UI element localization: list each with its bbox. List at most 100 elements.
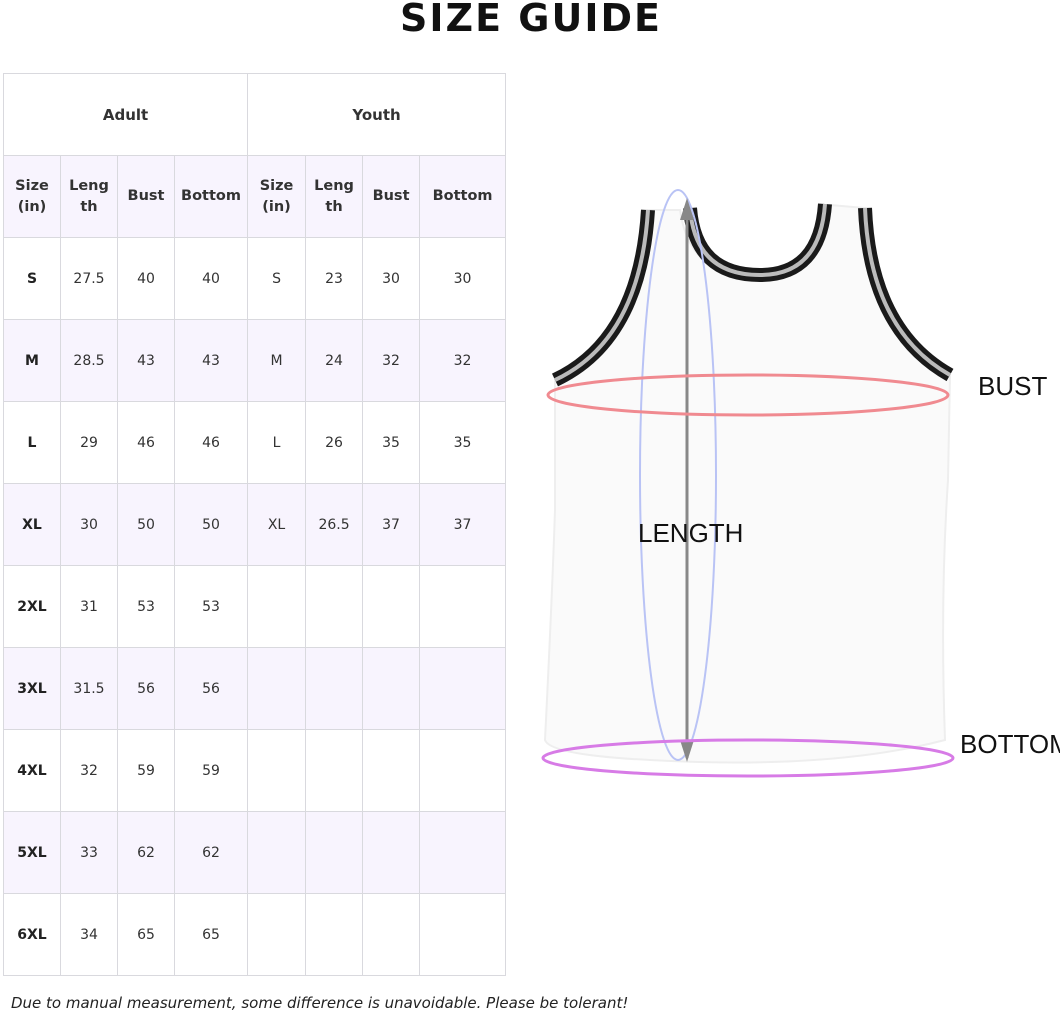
length-arc xyxy=(639,189,717,761)
table-cell xyxy=(362,729,421,812)
table-cell xyxy=(305,565,364,648)
table-cell xyxy=(419,647,507,730)
jersey-illustration xyxy=(543,203,954,764)
table-cell xyxy=(305,647,364,730)
table-cell: 29 xyxy=(60,401,118,484)
table-row: 5XL 33 62 62 xyxy=(3,811,507,894)
table-row: XL 30 50 50 XL 26.5 37 37 xyxy=(3,483,507,566)
table-cell xyxy=(305,811,364,894)
table-cell: 33 xyxy=(60,811,118,894)
table-cell: XL xyxy=(247,483,307,566)
table-cell xyxy=(305,729,364,812)
table-cell: 43 xyxy=(173,319,249,402)
table-cell: 46 xyxy=(173,401,249,484)
table-cell: 28.5 xyxy=(60,319,118,402)
table-cell: 24 xyxy=(305,319,364,402)
table-cell: S xyxy=(3,237,61,320)
table-cell: 32 xyxy=(362,319,421,402)
table-cell: 53 xyxy=(173,565,249,648)
table-cell: M xyxy=(3,319,61,402)
table-cell: 30 xyxy=(362,237,421,320)
column-header: Bottom xyxy=(419,155,507,238)
group-adult: Adult xyxy=(2,73,249,156)
table-cell: 31.5 xyxy=(60,647,118,730)
table-cell: 59 xyxy=(173,729,249,812)
length-label: LENGTH xyxy=(638,518,743,548)
table-cell: 43 xyxy=(117,319,175,402)
table-cell: 40 xyxy=(173,237,249,320)
group-youth: Youth xyxy=(247,73,507,156)
column-header-row: Size (in) Leng th Bust Bottom Size (in) Leng th Bu… xyxy=(3,155,507,238)
table-cell xyxy=(419,729,507,812)
column-header: Bottom xyxy=(173,155,249,238)
table-cell: 65 xyxy=(117,893,175,976)
bottom-label: BOTTOM xyxy=(960,729,1060,759)
table-cell xyxy=(247,729,307,812)
table-cell: S xyxy=(247,237,307,320)
table-row: M 28.5 43 43 M 24 32 32 xyxy=(3,319,507,402)
table-cell: 62 xyxy=(117,811,175,894)
table-cell: L xyxy=(3,401,61,484)
table-cell xyxy=(419,565,507,648)
table-cell: 50 xyxy=(173,483,249,566)
table-cell: 35 xyxy=(362,401,421,484)
column-header: Bust xyxy=(117,155,175,238)
table-cell xyxy=(362,893,421,976)
table-cell: 35 xyxy=(419,401,507,484)
column-header: Size (in) xyxy=(3,155,61,238)
table-cell: 31 xyxy=(60,565,118,648)
jersey-diagram: BUST LENGTH BOTTOM xyxy=(541,189,1060,778)
table-cell: 56 xyxy=(117,647,175,730)
table-cell: 27.5 xyxy=(60,237,118,320)
table-cell: 26.5 xyxy=(305,483,364,566)
table-cell: 37 xyxy=(362,483,421,566)
column-header: Leng th xyxy=(305,155,364,238)
table-cell: M xyxy=(247,319,307,402)
table-cell xyxy=(362,647,421,730)
table-cell: 5XL xyxy=(3,811,61,894)
table-cell: 3XL xyxy=(3,647,61,730)
table-cell xyxy=(362,811,421,894)
table-cell: 30 xyxy=(60,483,118,566)
table-cell: 46 xyxy=(117,401,175,484)
table-cell xyxy=(247,811,307,894)
table-row: S 27.5 40 40 S 23 30 30 xyxy=(3,237,507,320)
column-header: Leng th xyxy=(60,155,118,238)
table-cell: 23 xyxy=(305,237,364,320)
table-cell: 53 xyxy=(117,565,175,648)
table-cell xyxy=(419,893,507,976)
table-cell: 2XL xyxy=(3,565,61,648)
bust-label: BUST xyxy=(978,371,1047,401)
table-row: 6XL 34 65 65 xyxy=(3,893,507,976)
table-cell: 26 xyxy=(305,401,364,484)
table-cell xyxy=(419,811,507,894)
page-title: SIZE GUIDE xyxy=(400,0,662,40)
table-cell xyxy=(247,565,307,648)
table-cell: 37 xyxy=(419,483,507,566)
column-header: Size (in) xyxy=(247,155,307,238)
table-cell: 40 xyxy=(117,237,175,320)
table-cell xyxy=(305,893,364,976)
table-cell: 34 xyxy=(60,893,118,976)
column-header: Bust xyxy=(362,155,421,238)
table-cell: 62 xyxy=(173,811,249,894)
bottom-ellipse xyxy=(541,738,955,778)
table-cell: 59 xyxy=(117,729,175,812)
table-row: L 29 46 46 L 26 35 35 xyxy=(3,401,507,484)
table-row: 3XL 31.5 56 56 xyxy=(3,647,507,730)
size-table: Adult Youth Size (in) Leng th Bust Bottom Size… xyxy=(2,73,507,976)
table-cell: 32 xyxy=(60,729,118,812)
measurement-note: Due to manual measurement, some differen… xyxy=(11,994,629,1012)
table-cell xyxy=(247,893,307,976)
table-cell: XL xyxy=(3,483,61,566)
table-cell: 65 xyxy=(173,893,249,976)
table-row: 2XL 31 53 53 xyxy=(3,565,507,648)
bust-ellipse xyxy=(546,373,950,417)
table-cell: 56 xyxy=(173,647,249,730)
table-cell xyxy=(362,565,421,648)
table-cell xyxy=(247,647,307,730)
table-cell: 4XL xyxy=(3,729,61,812)
table-cell: 50 xyxy=(117,483,175,566)
table-cell: 6XL xyxy=(3,893,61,976)
table-cell: 30 xyxy=(419,237,507,320)
